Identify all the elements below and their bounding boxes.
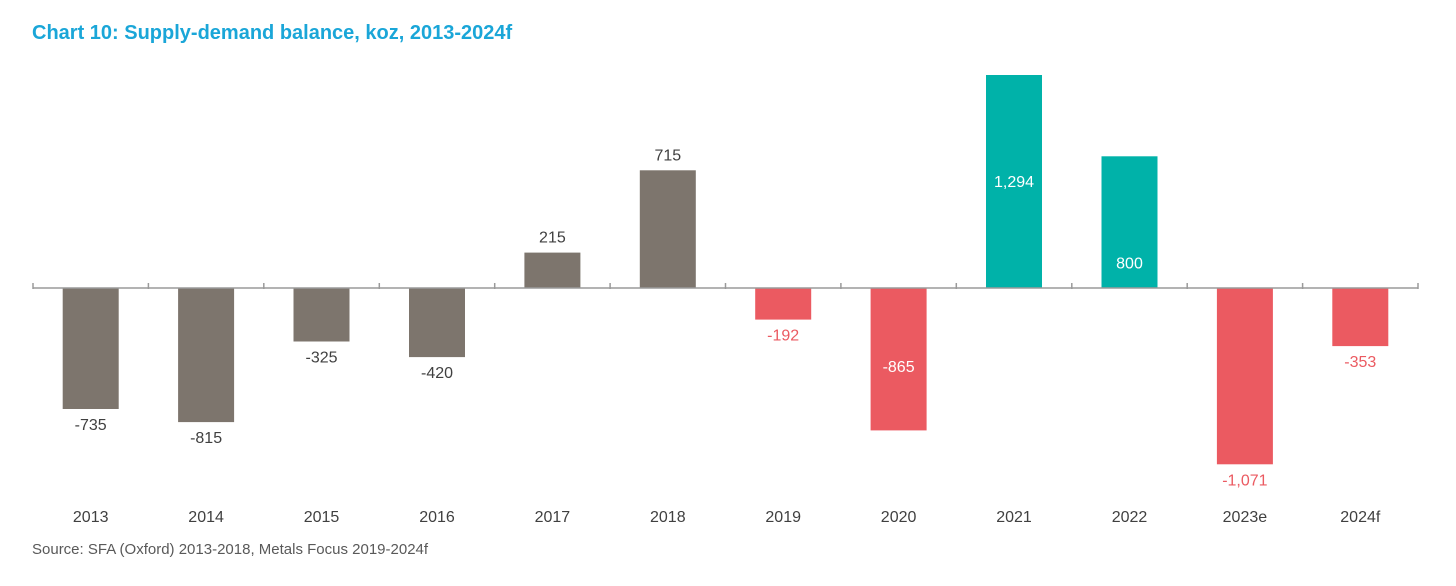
data-label-2014: -815 <box>190 430 222 447</box>
x-tick-label-2016: 2016 <box>419 509 455 526</box>
data-label-2022: 800 <box>1116 255 1143 272</box>
source-note: Source: SFA (Oxford) 2013-2018, Metals F… <box>32 541 429 558</box>
bar-2015 <box>293 288 350 342</box>
x-tick-label-2023e: 2023e <box>1223 509 1268 526</box>
bar-2016 <box>409 288 465 358</box>
x-tick-label-2020: 2020 <box>881 509 917 526</box>
bar-2023e <box>1216 288 1273 465</box>
bar-2024f <box>1332 288 1389 347</box>
data-label-2018: 715 <box>654 147 681 164</box>
x-tick-label-2019: 2019 <box>765 509 801 526</box>
data-label-2023e: -1,071 <box>1222 472 1267 489</box>
bar-2017 <box>524 252 581 288</box>
data-label-2013: -735 <box>75 417 107 434</box>
bars-layer <box>62 75 1389 465</box>
x-tick-label-2024f: 2024f <box>1340 509 1381 526</box>
x-tick-label-2014: 2014 <box>188 509 224 526</box>
bar-2018 <box>639 170 696 288</box>
data-label-2024f: -353 <box>1344 354 1376 371</box>
bar-2013 <box>62 288 119 409</box>
x-tick-label-2021: 2021 <box>996 509 1032 526</box>
bar-2019 <box>755 288 812 320</box>
data-label-2016: -420 <box>421 365 453 382</box>
x-tick-labels-layer: 2013 2014 2015 2016 2017 2018 2019 2020 2021 2022… <box>73 509 1381 526</box>
bar-2021 <box>986 75 1042 288</box>
data-label-2019: -192 <box>767 328 799 345</box>
bar-2022 <box>1101 156 1158 288</box>
bar-2014 <box>178 288 235 423</box>
data-labels-layer: -735 -815 -325 -420 215 715 -192 -865 1,294 800 -1… <box>75 147 1377 489</box>
x-tick-label-2022: 2022 <box>1112 509 1148 526</box>
data-label-2020: -865 <box>883 359 915 376</box>
bar-2020 <box>870 288 927 431</box>
data-label-2021: 1,294 <box>994 174 1034 191</box>
x-tick-label-2018: 2018 <box>650 509 686 526</box>
x-axis <box>32 283 1419 289</box>
chart-title: Chart 10: Supply-demand balance, koz, 20… <box>32 22 513 44</box>
x-tick-label-2013: 2013 <box>73 509 109 526</box>
data-label-2015: -325 <box>305 350 337 367</box>
x-tick-label-2015: 2015 <box>304 509 340 526</box>
x-tick-label-2017: 2017 <box>535 509 571 526</box>
data-label-2017: 215 <box>539 230 566 247</box>
